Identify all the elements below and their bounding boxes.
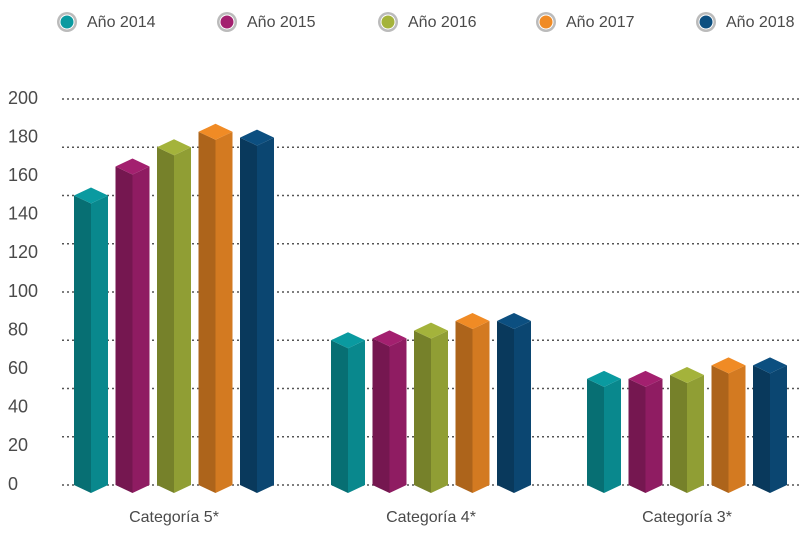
bar-top (414, 322, 448, 339)
bar (587, 370, 621, 493)
bar-face (174, 147, 191, 493)
bar-face (331, 340, 348, 493)
bar-face (348, 340, 365, 493)
bar-face (91, 195, 108, 493)
legend-marker (381, 15, 395, 29)
bar (198, 123, 233, 493)
legend-label: Año 2018 (726, 14, 795, 31)
bar-top (157, 139, 191, 156)
y-tick-label: 120 (8, 242, 38, 262)
bar-face (372, 338, 390, 493)
bar (240, 129, 274, 493)
y-tick-label: 140 (8, 204, 38, 224)
legend-label: Año 2017 (566, 14, 635, 31)
bar-face (431, 330, 448, 493)
bar-face (587, 378, 604, 493)
bar-top (455, 312, 490, 329)
x-tick-label: Categoría 3* (642, 509, 732, 526)
x-tick-label: Categoría 4* (386, 509, 476, 526)
bar-top (587, 370, 621, 387)
bar-top (670, 366, 704, 383)
bar-face (257, 137, 274, 493)
bar-top (331, 332, 365, 349)
bar-face (132, 166, 150, 494)
bar-top (240, 129, 274, 146)
y-tick-label: 60 (8, 358, 28, 378)
bar-face (514, 320, 531, 493)
bar-top (497, 312, 531, 329)
bar-face (198, 131, 216, 493)
x-tick-label: Categoría 5* (129, 509, 219, 526)
legend-marker (539, 15, 553, 29)
bar-face (645, 378, 663, 493)
bar-face (711, 365, 729, 493)
legend-label: Año 2014 (87, 14, 156, 31)
bar-face (472, 320, 490, 493)
bar-top (74, 187, 108, 204)
y-tick-label: 40 (8, 397, 28, 417)
bar (157, 139, 191, 493)
bar-face (728, 365, 746, 493)
legend-label: Año 2016 (408, 14, 477, 31)
bar (753, 357, 787, 493)
bar-top (115, 158, 150, 175)
legend-marker (699, 15, 713, 29)
bar-top (753, 357, 787, 374)
bar-face (497, 320, 514, 493)
bar-face (770, 365, 787, 493)
legend-label: Año 2015 (247, 14, 316, 31)
bar-top (198, 123, 233, 140)
y-tick-label: 160 (8, 165, 38, 185)
bar-face (389, 338, 407, 493)
y-tick-label: 20 (8, 435, 28, 455)
bar (497, 312, 531, 493)
bar-face (215, 131, 233, 493)
bar-face (240, 137, 257, 493)
bar-top (628, 370, 663, 387)
bar (372, 330, 407, 493)
bar (670, 366, 704, 493)
bar-face (455, 320, 473, 493)
bar-face (604, 378, 621, 493)
bar (455, 312, 490, 493)
bar (414, 322, 448, 493)
bar (711, 357, 746, 493)
bar-face (753, 365, 770, 493)
legend-marker (60, 15, 74, 29)
bar (628, 370, 663, 493)
y-tick-label: 200 (8, 88, 38, 108)
bar-face (115, 166, 133, 494)
bar (331, 332, 365, 493)
y-tick-label: 80 (8, 319, 28, 339)
y-tick-label: 180 (8, 126, 38, 146)
legend-marker (220, 15, 234, 29)
bar (74, 187, 108, 493)
bar-face (414, 330, 431, 493)
bar-face (628, 378, 646, 493)
bar-face (687, 374, 704, 493)
bar-face (670, 374, 687, 493)
y-tick-label: 0 (8, 474, 18, 494)
bar-top (372, 330, 407, 347)
bar-face (157, 147, 174, 493)
bar-top (711, 357, 746, 374)
y-tick-label: 100 (8, 281, 38, 301)
bar (115, 158, 150, 494)
bar-face (74, 195, 91, 493)
